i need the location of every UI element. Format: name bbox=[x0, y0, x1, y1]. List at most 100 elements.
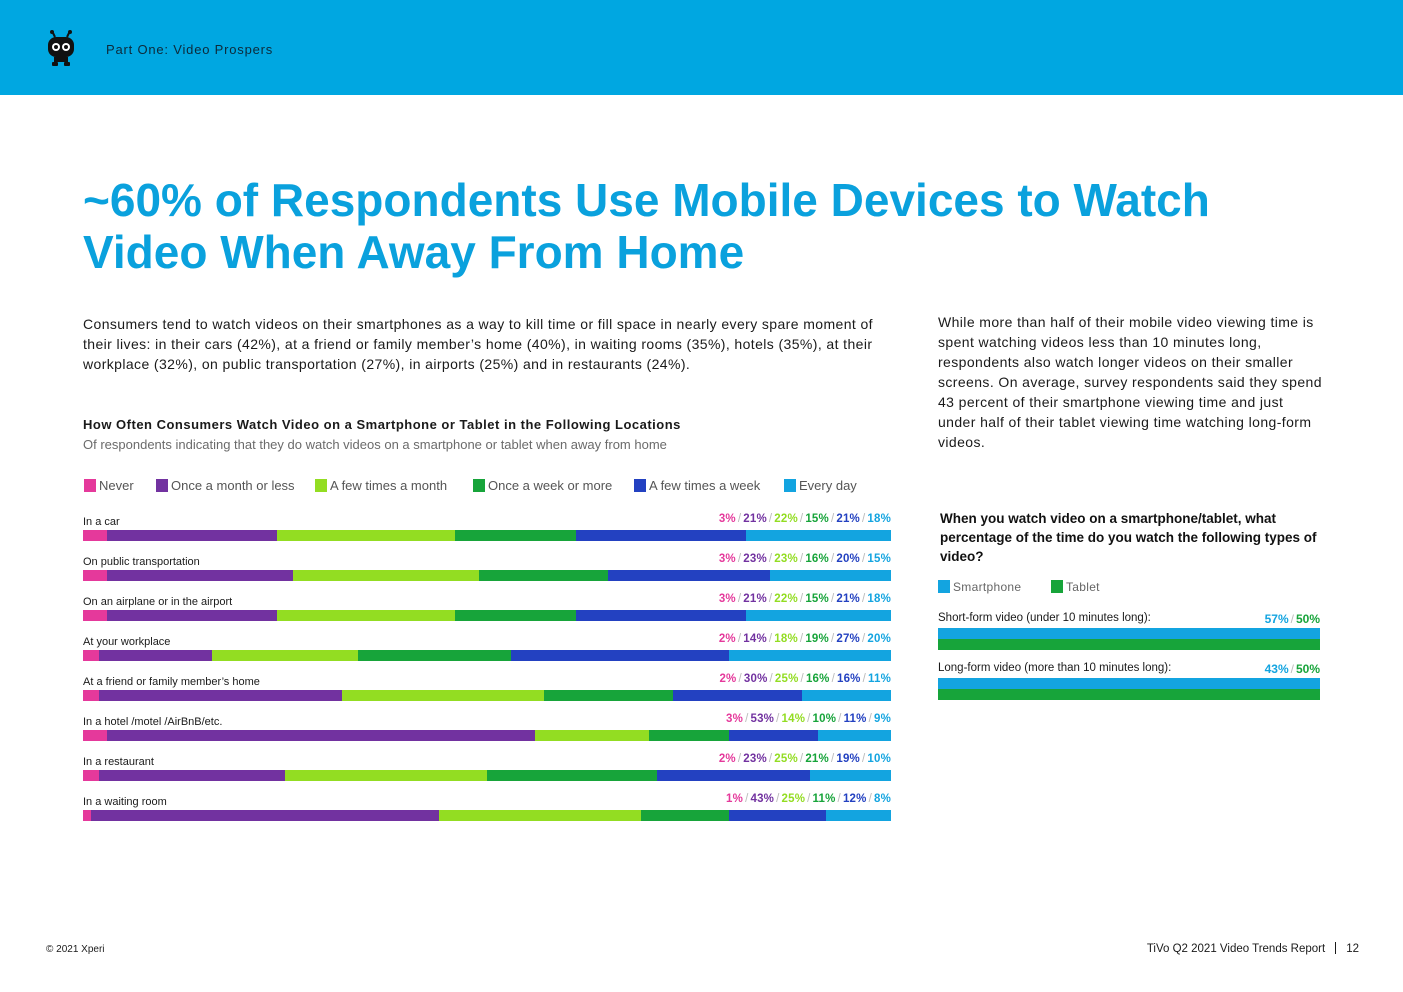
label-separator: / bbox=[830, 593, 835, 605]
row-data-labels: 3%/23%/23%/16%/20%/15% bbox=[719, 553, 891, 565]
label-separator: / bbox=[868, 793, 872, 805]
row-data-labels: 2%/30%/25%/16%/16%/11% bbox=[719, 673, 891, 685]
bar-segment-every-day bbox=[769, 570, 891, 581]
legend-swatch bbox=[1051, 580, 1063, 593]
data-label-never: 2% bbox=[718, 753, 736, 765]
label-separator: / bbox=[769, 673, 773, 685]
label-separator: / bbox=[830, 753, 835, 765]
bar-segment-never bbox=[83, 690, 100, 701]
bar-segment-once-a-week-or-more bbox=[543, 690, 673, 701]
label-separator: / bbox=[861, 593, 866, 605]
bar-tablet bbox=[938, 689, 1320, 700]
legend-label: Smartphone bbox=[953, 580, 1022, 594]
data-label-every-day: 9% bbox=[873, 713, 891, 725]
legend-swatch bbox=[84, 479, 96, 492]
data-label-never: 2% bbox=[719, 673, 737, 685]
legend-label: A few times a week bbox=[649, 478, 761, 493]
legend-label: Never bbox=[99, 478, 134, 493]
data-label-every-day: 11% bbox=[868, 673, 891, 685]
label-separator: / bbox=[861, 753, 866, 765]
label-separator: / bbox=[768, 753, 773, 765]
legend-label: Once a month or less bbox=[171, 478, 295, 493]
data-label-once-a-week-or-more: 19% bbox=[805, 633, 829, 645]
legend-swatch bbox=[473, 479, 485, 492]
data-label-every-day: 8% bbox=[873, 793, 891, 805]
row-data-labels: 3%/53%/14%/10%/11%/9% bbox=[726, 713, 891, 725]
header-bar: Part One: Video Prospers bbox=[0, 0, 1403, 95]
stacked-bar bbox=[83, 610, 891, 621]
data-label-once-a-month-or-less: 53% bbox=[750, 713, 775, 725]
row-label: At a friend or family member’s home bbox=[83, 676, 260, 688]
row-label: On public transportation bbox=[83, 556, 200, 568]
data-label-a-few-times-a-month: 25% bbox=[781, 793, 806, 805]
data-label-every-day: 18% bbox=[867, 513, 891, 525]
tivo-mascot-logo-icon bbox=[48, 30, 74, 66]
label-separator: / bbox=[807, 713, 811, 725]
data-label-once-a-month-or-less: 14% bbox=[743, 633, 767, 645]
footer-report-title: TiVo Q2 2021 Video Trends Report bbox=[1146, 943, 1326, 955]
bar-segment-once-a-month-or-less bbox=[99, 650, 213, 661]
legend-tablet: Tablet bbox=[1051, 580, 1100, 594]
data-label-once-a-week-or-more: 21% bbox=[805, 753, 829, 765]
footer-page-number: 12 bbox=[1346, 943, 1359, 955]
data-label-once-a-month-or-less: 30% bbox=[743, 673, 768, 685]
label-separator: / bbox=[799, 513, 804, 525]
data-label-a-few-times-a-month: 22% bbox=[774, 513, 798, 525]
legend-label: Once a week or more bbox=[488, 478, 613, 493]
label-separator: / bbox=[768, 593, 773, 605]
data-label-once-a-week-or-more: 10% bbox=[812, 713, 837, 725]
row-data-labels: 1%/43%/25%/11%/12%/8% bbox=[726, 793, 891, 805]
data-label-every-day: 15% bbox=[867, 553, 891, 565]
stacked-bar bbox=[83, 690, 891, 701]
data-label-once-a-month-or-less: 21% bbox=[743, 593, 767, 605]
bar-segment-a-few-times-a-month bbox=[341, 690, 544, 701]
section-title: Part One: Video Prospers bbox=[106, 42, 274, 57]
data-label-a-few-times-a-week: 16% bbox=[836, 673, 861, 685]
bar-segment-every-day bbox=[802, 690, 891, 701]
bar-segment-a-few-times-a-week bbox=[672, 690, 803, 701]
data-label-every-day: 10% bbox=[867, 753, 891, 765]
bar-segment-never bbox=[83, 730, 108, 741]
bar-segment-never bbox=[83, 810, 92, 821]
bar-segment-a-few-times-a-week bbox=[511, 650, 730, 661]
data-label-smartphone: 57% bbox=[1264, 612, 1289, 626]
row-data-labels: 3%/21%/22%/15%/21%/18% bbox=[719, 513, 891, 525]
label-separator: / bbox=[861, 513, 866, 525]
row-data-labels: 57%/50% bbox=[1265, 612, 1320, 626]
label-separator: / bbox=[799, 553, 804, 565]
label-separator: / bbox=[838, 713, 842, 725]
data-label-a-few-times-a-week: 21% bbox=[836, 513, 860, 525]
data-label-a-few-times-a-month: 25% bbox=[774, 673, 799, 685]
data-label-tablet: 50% bbox=[1295, 662, 1320, 676]
label-separator: / bbox=[1290, 662, 1294, 676]
bar-segment-a-few-times-a-month bbox=[276, 610, 455, 621]
row-label: In a restaurant bbox=[83, 756, 154, 768]
location-chart-subtitle: Of respondents indicating that they do w… bbox=[83, 437, 667, 452]
label-separator: / bbox=[745, 793, 749, 805]
bar-segment-once-a-week-or-more bbox=[454, 610, 576, 621]
stacked-bar bbox=[83, 770, 891, 781]
bar-segment-a-few-times-a-month bbox=[293, 570, 479, 581]
row-label: In a car bbox=[83, 516, 120, 528]
label-separator: / bbox=[831, 673, 835, 685]
label-separator: / bbox=[861, 553, 866, 565]
data-label-a-few-times-a-week: 12% bbox=[842, 793, 867, 805]
data-label-a-few-times-a-month: 18% bbox=[774, 633, 798, 645]
bar-segment-once-a-month-or-less bbox=[107, 570, 294, 581]
data-label-once-a-week-or-more: 15% bbox=[805, 593, 829, 605]
bar-segment-a-few-times-a-week bbox=[575, 530, 746, 541]
data-label-a-few-times-a-week: 20% bbox=[836, 553, 860, 565]
stacked-bar bbox=[83, 570, 891, 581]
legend-once-a-week-or-more: Once a week or more bbox=[473, 478, 612, 493]
bar-segment-once-a-month-or-less bbox=[99, 770, 285, 781]
label-separator: / bbox=[776, 793, 780, 805]
stacked-bar bbox=[83, 530, 891, 541]
bar-segment-a-few-times-a-week bbox=[729, 810, 827, 821]
label-separator: / bbox=[799, 753, 804, 765]
row-label: Short-form video (under 10 minutes long)… bbox=[938, 612, 1151, 624]
bar-segment-every-day bbox=[729, 650, 891, 661]
stacked-bar bbox=[83, 730, 891, 741]
bar-segment-once-a-week-or-more bbox=[648, 730, 730, 741]
bar-segment-every-day bbox=[745, 530, 891, 541]
legend-every-day: Every day bbox=[784, 478, 857, 493]
